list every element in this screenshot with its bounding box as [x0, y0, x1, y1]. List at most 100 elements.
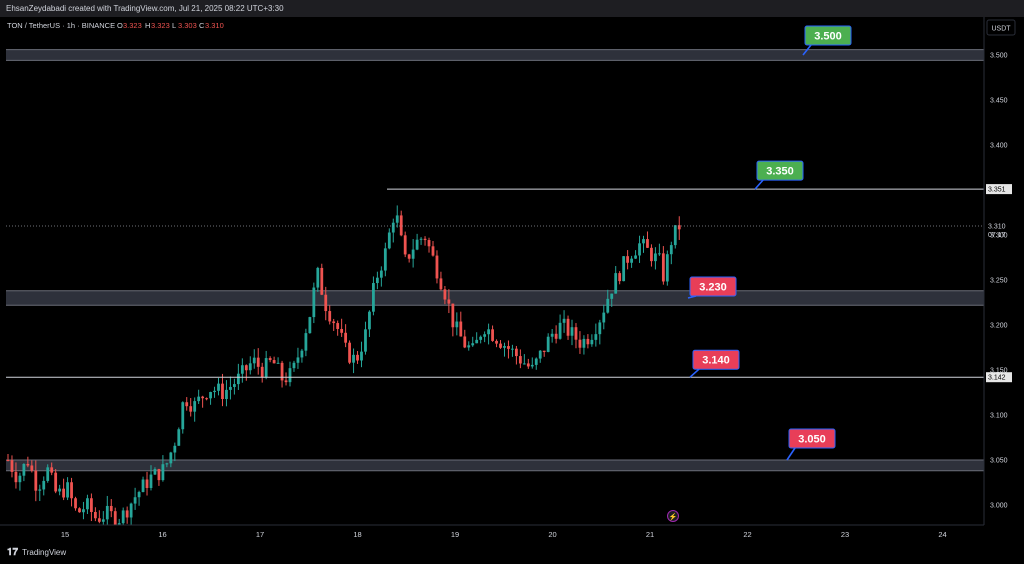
candle-body: [602, 312, 606, 323]
candle-body: [661, 253, 665, 282]
candle-body: [304, 333, 308, 351]
candle-body: [46, 467, 50, 481]
candle-body: [336, 323, 340, 329]
candle-body: [650, 247, 653, 262]
time-tick-label: 23: [841, 530, 849, 539]
candle-body: [463, 336, 467, 348]
candle-body: [149, 474, 153, 488]
time-tick-label: 20: [548, 530, 556, 539]
candle-body: [459, 321, 463, 337]
price-label-resistance: 3.351: [988, 187, 1006, 194]
levels-layer: 3.500 3.350 3.230 3.140 3.050: [6, 25, 984, 461]
time-tick-label: 19: [451, 530, 459, 539]
candle-body: [356, 354, 359, 361]
candle-body: [90, 498, 93, 512]
candle-body: [121, 510, 125, 524]
price-label-last-bg: [986, 221, 1012, 231]
candle-body: [256, 357, 260, 367]
candle-body: [161, 464, 165, 481]
candle-body: [491, 329, 494, 341]
candle-body: [554, 333, 558, 339]
price-tick-label: 3.100: [990, 413, 1008, 420]
candle-body: [316, 267, 320, 288]
candle-body: [58, 488, 62, 492]
candle-body: [66, 482, 69, 498]
attribution-bar: EhsanZeydabadi created with TradingView.…: [0, 0, 1024, 17]
candle-body: [14, 471, 18, 483]
tradingview-logo[interactable]: 𝟏𝟕 TradingView: [7, 547, 66, 558]
event-marker[interactable]: ⚡: [667, 510, 679, 522]
price-tick-label: 3.250: [990, 278, 1008, 285]
candle-body: [42, 480, 46, 490]
chart-area[interactable]: 3.500 3.350 3.230 3.140 3.050 TON / TetherUS…: [0, 17, 1024, 543]
candle-body: [534, 358, 538, 365]
candle-body: [415, 239, 419, 250]
candle-body: [185, 402, 189, 407]
candle-body: [113, 511, 117, 526]
candle-body: [471, 343, 475, 346]
candle-body: [352, 354, 355, 363]
candle-body: [82, 509, 85, 513]
tag-box: [804, 25, 852, 46]
candle-body: [34, 470, 38, 491]
candle-body: [197, 396, 201, 402]
zone-band: [6, 49, 984, 61]
tag-pointer: [802, 44, 812, 56]
candle-body: [638, 243, 641, 256]
price-chart[interactable]: 3.500 3.350 3.230 3.140 3.050 TON / TetherUS…: [0, 17, 1024, 543]
candle-body: [479, 336, 483, 340]
candle-body: [610, 293, 614, 299]
tag-label: 3.050: [798, 434, 826, 446]
candle-body: [407, 254, 411, 259]
candle-body: [74, 498, 77, 509]
candle-body: [320, 267, 324, 295]
candle-body: [229, 386, 232, 390]
candle-body: [646, 239, 649, 248]
time-tick-label: 22: [743, 530, 751, 539]
candle-body: [538, 350, 542, 359]
candle-body: [669, 245, 673, 255]
level-tag: 3.500: [802, 25, 852, 56]
candle-body: [18, 475, 22, 483]
price-tick-label: 3.150: [990, 368, 1008, 375]
candle-body: [467, 345, 471, 348]
candle-body: [165, 463, 169, 465]
candle-body: [280, 362, 284, 381]
price-axis[interactable]: USDT 3.000 3.050 3.100 3.150 3.200 3.250 3.300…: [983, 17, 1024, 525]
candle-body: [209, 392, 212, 399]
candle-body: [93, 511, 97, 519]
candle-body: [97, 518, 101, 522]
candle-body: [117, 523, 121, 526]
candle-body: [518, 356, 522, 364]
time-axis[interactable]: 15 16 17 18 19 20 21 22 23 24: [0, 524, 984, 543]
candle-body: [654, 253, 657, 262]
candle-body: [177, 429, 181, 446]
candle-body: [26, 463, 30, 466]
level-tag: 3.050: [786, 428, 836, 461]
candle-body: [252, 357, 256, 364]
candle-body: [193, 401, 197, 412]
candle-body: [284, 380, 288, 383]
tag-label: 3.350: [766, 166, 794, 178]
symbol-label: TON / TetherUS · 1h · BINANCE: [7, 21, 115, 30]
candle-body: [141, 479, 145, 493]
candle-body: [614, 273, 618, 294]
candle-body: [276, 362, 280, 364]
candle-body: [296, 357, 300, 363]
candle-body: [411, 249, 415, 259]
candle-body: [630, 258, 633, 263]
candle-body: [594, 334, 598, 340]
symbol-legend: TON / TetherUS · 1h · BINANCE O 3.323 H …: [7, 21, 224, 30]
candle-body: [38, 489, 42, 491]
tag-pointer: [689, 368, 700, 378]
candle-body: [391, 222, 395, 233]
candle-body: [570, 327, 574, 336]
candle-body: [78, 508, 81, 513]
candle-body: [379, 270, 383, 278]
footer-bar: 𝟏𝟕 TradingView: [0, 543, 1024, 564]
candle-body: [618, 273, 622, 282]
candle-body: [221, 383, 224, 399]
candle-body: [153, 469, 157, 475]
candle-body: [507, 346, 510, 349]
price-tick-label: 3.000: [990, 503, 1008, 510]
